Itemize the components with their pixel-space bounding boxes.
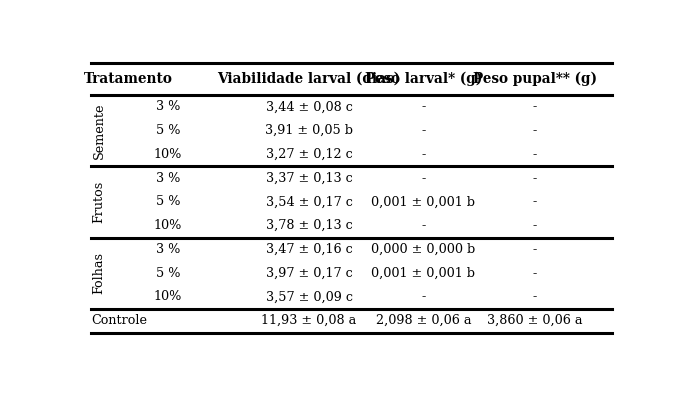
Text: 3,78 ± 0,13 c: 3,78 ± 0,13 c xyxy=(265,219,353,232)
Text: -: - xyxy=(533,172,537,185)
Text: -: - xyxy=(421,148,425,161)
Text: 3,97 ± 0,17 c: 3,97 ± 0,17 c xyxy=(265,267,353,280)
Text: 10%: 10% xyxy=(154,148,182,161)
Text: 3,860 ± 0,06 a: 3,860 ± 0,06 a xyxy=(487,314,582,327)
Text: 0,001 ± 0,001 b: 0,001 ± 0,001 b xyxy=(371,196,475,208)
Text: 3 %: 3 % xyxy=(156,100,180,113)
Text: 3 %: 3 % xyxy=(156,243,180,256)
Text: 5 %: 5 % xyxy=(156,124,180,137)
Text: 11,93 ± 0,08 a: 11,93 ± 0,08 a xyxy=(261,314,357,327)
Text: 10%: 10% xyxy=(154,219,182,232)
Text: 3 %: 3 % xyxy=(156,172,180,185)
Text: -: - xyxy=(533,100,537,113)
Text: Viabilidade larval (dias): Viabilidade larval (dias) xyxy=(217,72,401,86)
Text: 2,098 ± 0,06 a: 2,098 ± 0,06 a xyxy=(376,314,471,327)
Text: 3,27 ± 0,12 c: 3,27 ± 0,12 c xyxy=(265,148,353,161)
Text: -: - xyxy=(533,267,537,280)
Text: -: - xyxy=(533,148,537,161)
Text: 3,91 ± 0,05 b: 3,91 ± 0,05 b xyxy=(265,124,353,137)
Text: -: - xyxy=(421,219,425,232)
Text: 10%: 10% xyxy=(154,291,182,304)
Text: -: - xyxy=(533,124,537,137)
Text: -: - xyxy=(533,291,537,304)
Text: 5 %: 5 % xyxy=(156,196,180,208)
Text: Peso pupal** (g): Peso pupal** (g) xyxy=(473,72,597,86)
Text: 0,000 ± 0,000 b: 0,000 ± 0,000 b xyxy=(371,243,475,256)
Text: 5 %: 5 % xyxy=(156,267,180,280)
Text: -: - xyxy=(421,172,425,185)
Text: -: - xyxy=(421,100,425,113)
Text: 3,44 ± 0,08 c: 3,44 ± 0,08 c xyxy=(265,100,353,113)
Text: -: - xyxy=(533,196,537,208)
Text: -: - xyxy=(421,291,425,304)
Text: Controle: Controle xyxy=(91,314,147,327)
Text: -: - xyxy=(533,243,537,256)
Text: Frutos: Frutos xyxy=(93,181,106,223)
Text: 0,001 ± 0,001 b: 0,001 ± 0,001 b xyxy=(371,267,475,280)
Text: Folhas: Folhas xyxy=(93,252,106,294)
Text: Semente: Semente xyxy=(93,103,106,159)
Text: 3,47 ± 0,16 c: 3,47 ± 0,16 c xyxy=(265,243,353,256)
Text: 3,54 ± 0,17 c: 3,54 ± 0,17 c xyxy=(265,196,353,208)
Text: -: - xyxy=(533,219,537,232)
Text: 3,57 ± 0,09 c: 3,57 ± 0,09 c xyxy=(265,291,353,304)
Text: 3,37 ± 0,13 c: 3,37 ± 0,13 c xyxy=(265,172,353,185)
Text: Peso larval* (g): Peso larval* (g) xyxy=(365,72,482,86)
Text: Tratamento: Tratamento xyxy=(84,72,173,86)
Text: -: - xyxy=(421,124,425,137)
